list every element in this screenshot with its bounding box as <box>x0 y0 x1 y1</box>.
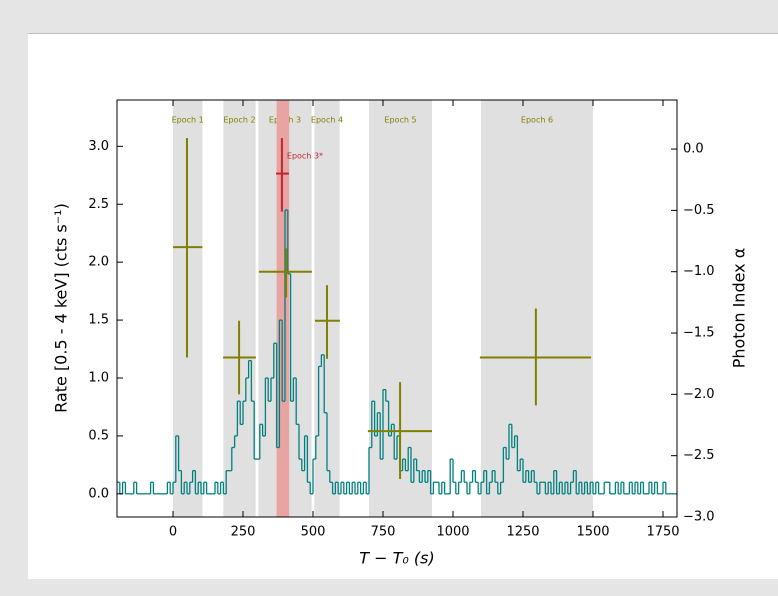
x-tick-label: 500 <box>301 525 326 540</box>
y2-tick-label: −1.5 <box>683 326 715 341</box>
y2-tick-label: −3.0 <box>683 510 715 525</box>
plot-frame <box>116 99 678 518</box>
x-tick-label: 1250 <box>506 525 539 540</box>
epoch-band <box>481 100 593 517</box>
x-axis-label: T − T₀ (s) <box>359 549 434 568</box>
y2-tick-label: −2.5 <box>683 448 715 463</box>
y-tick-label: 3.0 <box>88 139 109 154</box>
x-tick-label: 1500 <box>576 525 609 540</box>
y-tick-label: 2.0 <box>88 255 109 270</box>
epoch-label: Epoch 4 <box>311 116 343 125</box>
x-tick-label: 1750 <box>646 525 679 540</box>
plot: Epoch 3* <box>117 138 677 495</box>
epoch-label: Epoch 5 <box>384 116 416 125</box>
x-tick-label: 750 <box>371 525 396 540</box>
x-tick-label: 250 <box>231 525 256 540</box>
y-tick-label: 1.5 <box>88 313 109 328</box>
y-tick-label: 0.5 <box>88 428 109 443</box>
x-tick-label: 1000 <box>436 525 469 540</box>
y2-tick-label: −1.0 <box>683 264 715 279</box>
epoch-label: Epoch 2 <box>223 116 255 125</box>
y2-axis-label: Photon Index α <box>730 248 749 369</box>
y-tick-label: 0.0 <box>88 486 109 501</box>
y2-tick-label: 0.0 <box>683 142 704 157</box>
epoch-label: Epoch 6 <box>521 116 553 125</box>
special-epoch-label: Epoch 3* <box>287 152 323 161</box>
y-tick-label: 2.5 <box>88 197 109 212</box>
y-axis-label: Rate [0.5 - 4 keV] (cts s⁻¹) <box>52 203 71 413</box>
y2-tick-label: −0.5 <box>683 203 715 218</box>
epoch-label: Epoch 1 <box>172 116 204 125</box>
y-tick-label: 1.0 <box>88 371 109 386</box>
y2-tick-label: −2.0 <box>683 387 715 402</box>
epoch-band <box>223 100 256 517</box>
x-tick-label: 0 <box>169 525 177 540</box>
